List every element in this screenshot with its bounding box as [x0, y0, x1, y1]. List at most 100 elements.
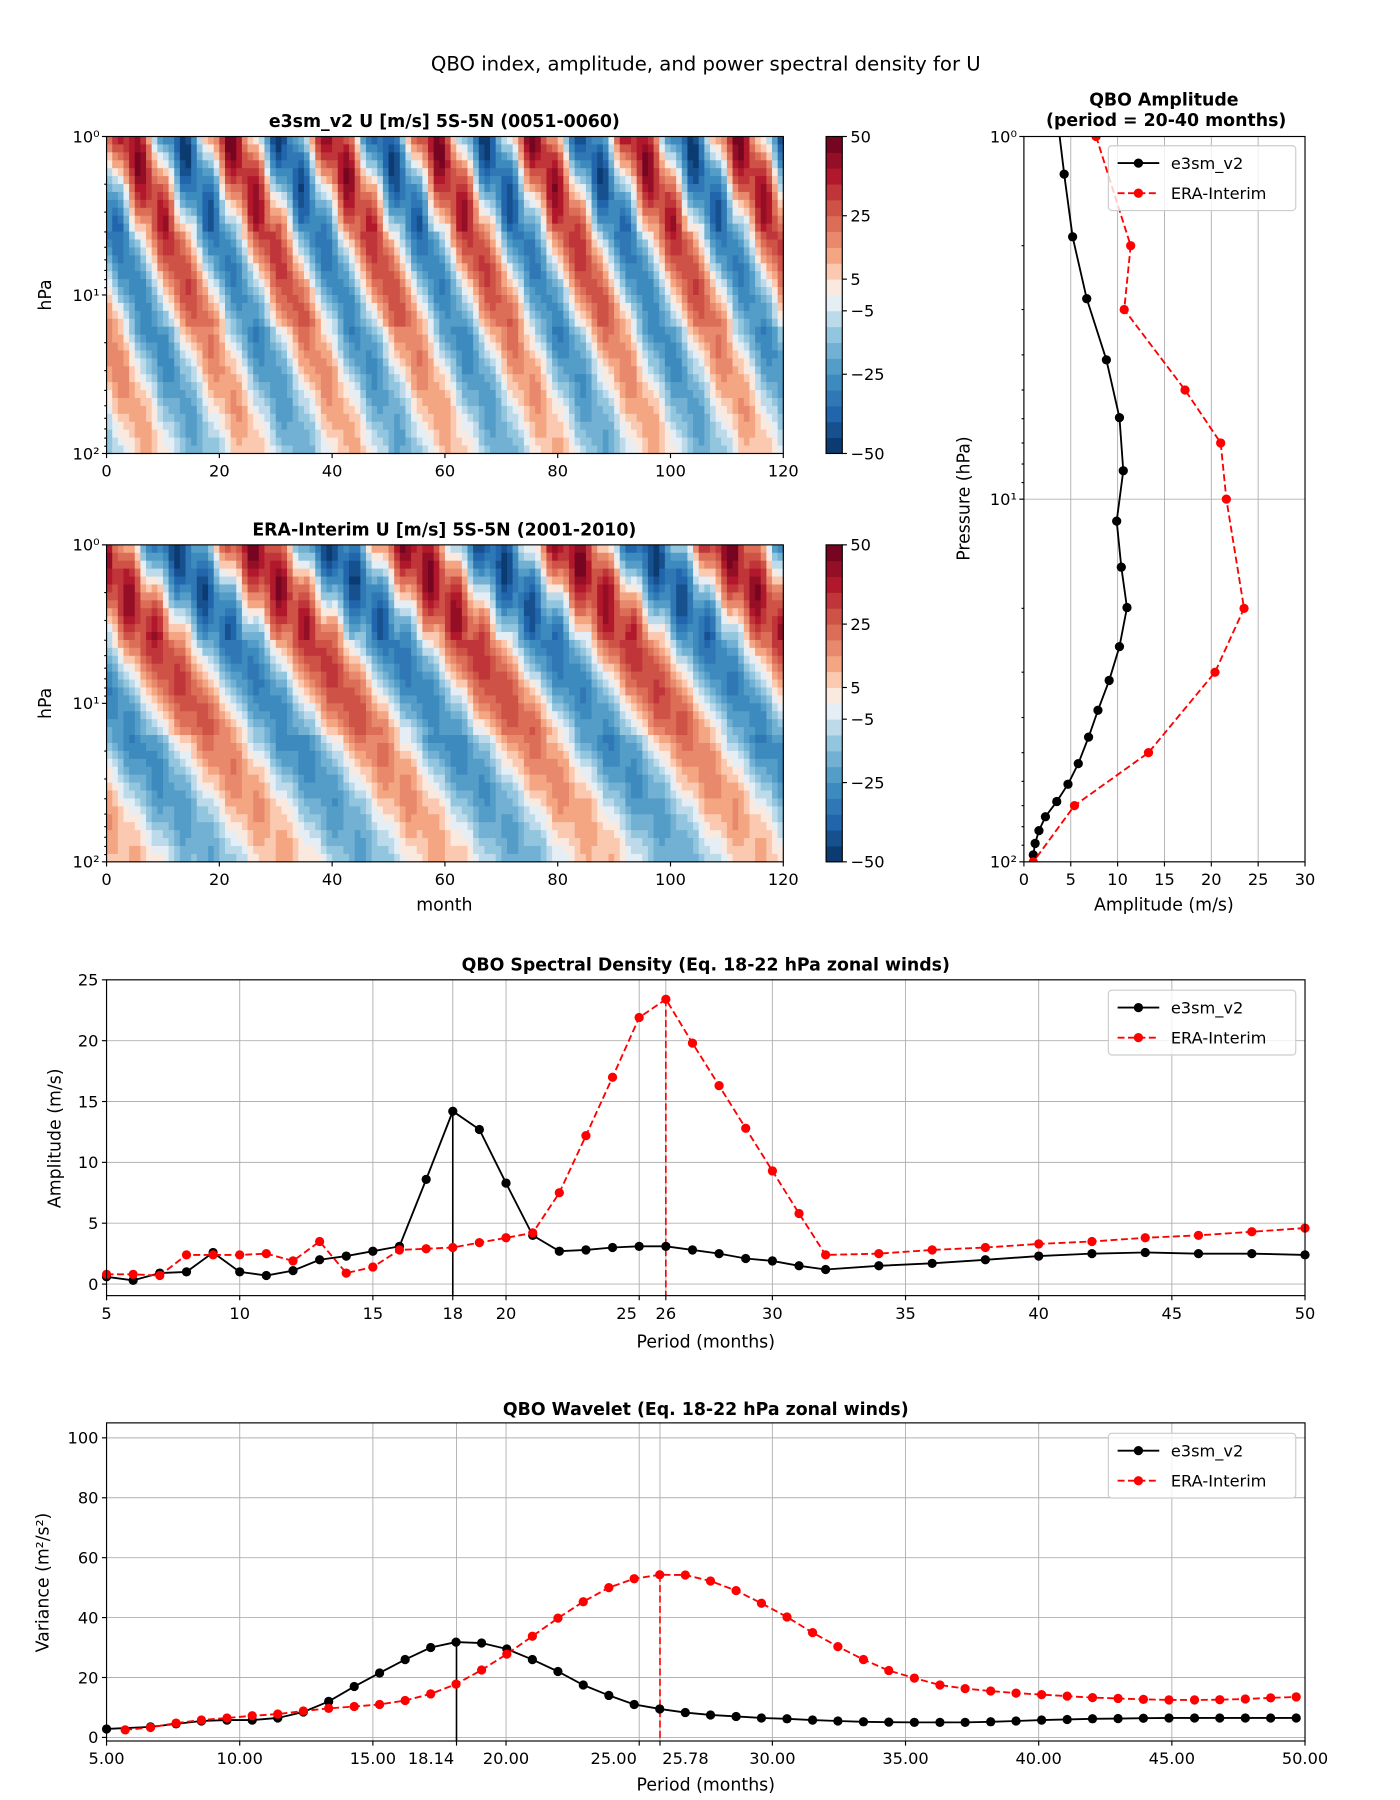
heatmap-cell: [495, 279, 503, 288]
heatmap-cell: [208, 318, 215, 328]
heatmap-cell: [140, 544, 147, 554]
heatmap-cell: [512, 390, 519, 399]
heatmap-cell: [766, 334, 773, 344]
heatmap-cell: [224, 302, 232, 312]
heatmap-cell: [168, 334, 175, 344]
heatmap-cell: [721, 247, 728, 257]
heatmap-cell: [146, 405, 153, 415]
heatmap-cell: [168, 544, 175, 554]
heatmap-cell: [664, 287, 672, 296]
y-tick-label: 10²: [73, 444, 100, 463]
heatmap-cell: [258, 223, 266, 233]
heatmap-cell: [738, 445, 745, 455]
heatmap-cell: [456, 191, 463, 201]
heatmap-cell: [337, 390, 345, 399]
heatmap-cell: [693, 152, 700, 161]
heatmap-cell: [191, 255, 198, 264]
heatmap-cell: [349, 287, 356, 296]
heatmap-cell: [709, 302, 717, 312]
heatmap-cell: [585, 398, 593, 407]
heatmap-cell: [760, 144, 768, 154]
heatmap-cell: [320, 437, 328, 447]
heatmap-cell: [270, 207, 277, 217]
heatmap-cell: [134, 429, 142, 439]
heatmap-cell: [597, 429, 604, 439]
heatmap-cell: [636, 287, 643, 296]
heatmap-cell: [202, 302, 209, 312]
heatmap-cell: [450, 413, 457, 423]
heatmap-cell: [557, 334, 565, 344]
heatmap-cell: [664, 168, 672, 177]
heatmap-cell: [749, 223, 756, 233]
heatmap-cell: [371, 279, 378, 288]
heatmap-cell: [619, 294, 627, 304]
heatmap-cell: [568, 382, 576, 391]
heatmap-cell: [179, 207, 187, 217]
heatmap-cell: [422, 255, 429, 264]
heatmap-cell: [315, 405, 322, 415]
heatmap-cell: [653, 421, 660, 431]
heatmap-cell: [174, 445, 181, 455]
heatmap-cell: [241, 279, 249, 288]
heatmap-cell: [354, 405, 362, 415]
heatmap-cell: [428, 160, 435, 169]
heatmap-cell: [732, 184, 739, 193]
heatmap-cell: [585, 207, 593, 217]
heatmap-cell: [484, 247, 491, 257]
heatmap-cell: [478, 144, 486, 154]
heatmap-cell: [270, 199, 277, 209]
heatmap-cell: [292, 294, 299, 304]
heatmap-cell: [456, 374, 463, 383]
heatmap-cell: [709, 445, 717, 455]
heatmap-cell: [281, 302, 288, 312]
heatmap-cell: [580, 334, 587, 344]
heatmap-cell: [687, 271, 694, 280]
heatmap-cell: [766, 207, 773, 217]
heatmap-cell: [275, 413, 283, 423]
heatmap-cell: [721, 318, 728, 328]
heatmap-cell: [693, 255, 700, 264]
heatmap-cell: [597, 374, 604, 383]
heatmap-cell: [473, 279, 480, 288]
heatmap-cell: [371, 287, 378, 296]
heatmap-cell: [772, 247, 779, 257]
heatmap-cell: [467, 544, 474, 554]
heatmap-cell: [134, 413, 142, 423]
heatmap-cell: [292, 279, 299, 288]
heatmap-cell: [597, 207, 604, 217]
heatmap-cell: [484, 366, 491, 375]
heatmap-cell: [236, 279, 243, 288]
heatmap-cell: [546, 318, 553, 328]
heatmap-cell: [106, 390, 113, 399]
heatmap-cell: [337, 437, 345, 447]
heatmap-cell: [140, 168, 147, 177]
heatmap-cell: [591, 445, 598, 455]
heatmap-cell: [704, 294, 711, 304]
heatmap-cell: [755, 326, 762, 336]
heatmap-cell: [309, 374, 316, 383]
heatmap-cell: [134, 207, 142, 217]
heatmap-cell: [636, 374, 643, 383]
heatmap-cell: [444, 247, 452, 257]
heatmap-cell: [134, 144, 142, 154]
heatmap-cell: [416, 223, 424, 233]
heatmap-cell: [738, 405, 745, 415]
heatmap-cell: [112, 271, 119, 280]
heatmap-cell: [444, 334, 452, 344]
heatmap-cell: [326, 405, 333, 415]
heatmap-cell: [151, 207, 158, 217]
heatmap-cell: [185, 191, 192, 201]
heatmap-cell: [614, 302, 621, 312]
heatmap-cell: [529, 152, 536, 161]
heatmap-cell: [174, 263, 181, 272]
heatmap-cell: [354, 136, 362, 146]
heatmap-cell: [568, 405, 576, 415]
heatmap-cell: [433, 239, 440, 249]
heatmap-cell: [693, 318, 700, 328]
heatmap-cell: [659, 271, 666, 280]
heatmap-cell: [506, 342, 514, 352]
heatmap-cell: [568, 326, 576, 336]
heatmap-cell: [715, 445, 722, 455]
heatmap-cell: [162, 136, 170, 146]
heatmap-cell: [191, 334, 198, 344]
